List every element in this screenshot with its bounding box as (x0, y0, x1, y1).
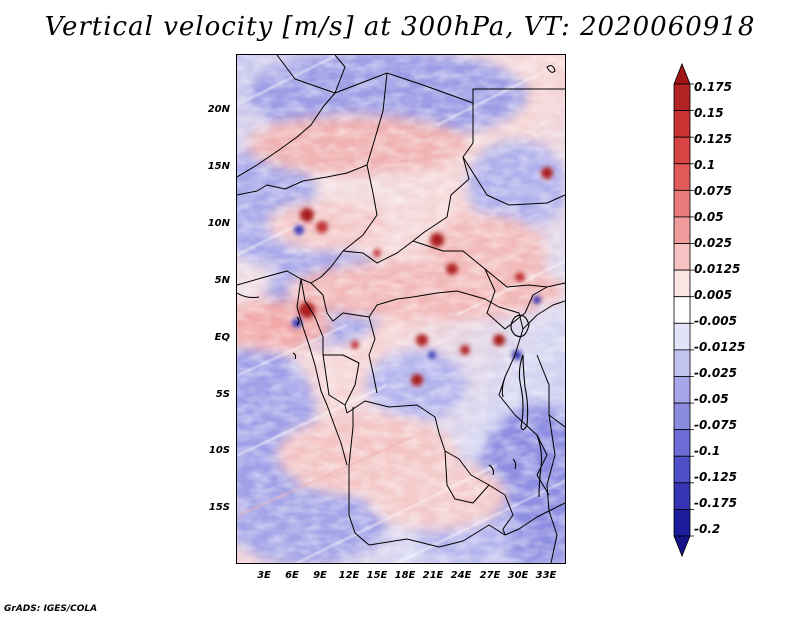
colorbar-segment (673, 455, 691, 484)
colorbar-segment (673, 243, 691, 271)
lon-label-21e: 21E (422, 570, 444, 581)
colorbar-label-neg-0-005: -0.005 (694, 314, 737, 328)
colorbar-min-arrow (673, 535, 691, 558)
grads-credit: GrADS: IGES/COLA (4, 604, 98, 614)
vertical-velocity-field (237, 55, 565, 563)
colorbar-segment (673, 136, 691, 165)
colorbar-max-arrow (673, 62, 691, 85)
colorbar-segment (673, 110, 691, 138)
colorbar-label-neg-0-075: -0.075 (694, 418, 737, 432)
lat-label-5n: 5N (214, 275, 230, 286)
colorbar-label-0-15: 0.15 (694, 106, 724, 120)
colorbar-segment (673, 83, 691, 111)
map-panel (236, 54, 566, 564)
colorbar-label-neg-0-025: -0.025 (694, 366, 737, 380)
lon-label-30e: 30E (507, 570, 529, 581)
colorbar-label-0-075: 0.075 (694, 184, 732, 198)
lon-label-15e: 15E (366, 570, 388, 581)
colorbar-label-0-1: 0.1 (694, 158, 716, 172)
lon-label-12e: 12E (338, 570, 360, 581)
colorbar-label-0-005: 0.005 (694, 288, 732, 302)
colorbar-label-0-125: 0.125 (694, 132, 732, 146)
lat-label-eq: EQ (214, 332, 230, 343)
map-title: Vertical velocity [m/s] at 300hPa, VT: 2… (44, 12, 756, 42)
lat-label-15n: 15N (207, 161, 230, 172)
colorbar-segment (673, 322, 691, 351)
colorbar (673, 62, 694, 558)
colorbar-segment (673, 509, 691, 537)
colorbar-segment (673, 402, 691, 431)
colorbar-label-neg-0-175: -0.175 (694, 496, 737, 510)
colorbar-label-0-0125: 0.0125 (694, 262, 741, 276)
colorbar-segment (673, 429, 691, 457)
convective-cells (292, 167, 553, 386)
colorbar-label-neg-0-125: -0.125 (694, 470, 737, 484)
lat-label-10s: 10S (208, 445, 230, 456)
lat-label-5s: 5S (215, 389, 230, 400)
colorbar-segment (673, 296, 691, 324)
lon-label-18e: 18E (394, 570, 416, 581)
colorbar-segment (673, 349, 691, 377)
lon-label-3e: 3E (257, 570, 271, 581)
colorbar-label-0-025: 0.025 (694, 236, 732, 250)
lon-label-27e: 27E (479, 570, 501, 581)
colorbar-segment (673, 482, 691, 510)
great-lakes (488, 314, 543, 498)
lon-label-33e: 33E (535, 570, 557, 581)
colorbar-label-neg-0-2: -0.2 (694, 522, 721, 536)
lon-label-6e: 6E (285, 570, 299, 581)
colorbar-segment (673, 189, 691, 218)
coastal-details (237, 65, 556, 360)
lon-label-9e: 9E (313, 570, 327, 581)
colorbar-label-0-175: 0.175 (694, 80, 732, 94)
lat-label-20n: 20N (207, 104, 230, 115)
colorbar-segments (673, 62, 694, 558)
colorbar-segment (673, 269, 691, 298)
colorbar-label-neg-0-05: -0.05 (694, 392, 729, 406)
lat-label-15s: 15S (208, 502, 230, 513)
colorbar-segment (673, 216, 691, 244)
lat-label-10n: 10N (207, 218, 230, 229)
colorbar-label-0-05: 0.05 (694, 210, 724, 224)
lon-label-24e: 24E (450, 570, 472, 581)
country-borders (237, 55, 565, 563)
colorbar-segment (673, 376, 691, 404)
colorbar-label-neg-0-0125: -0.0125 (694, 340, 746, 354)
colorbar-label-neg-0-1: -0.1 (694, 444, 721, 458)
colorbar-segment (673, 163, 691, 191)
